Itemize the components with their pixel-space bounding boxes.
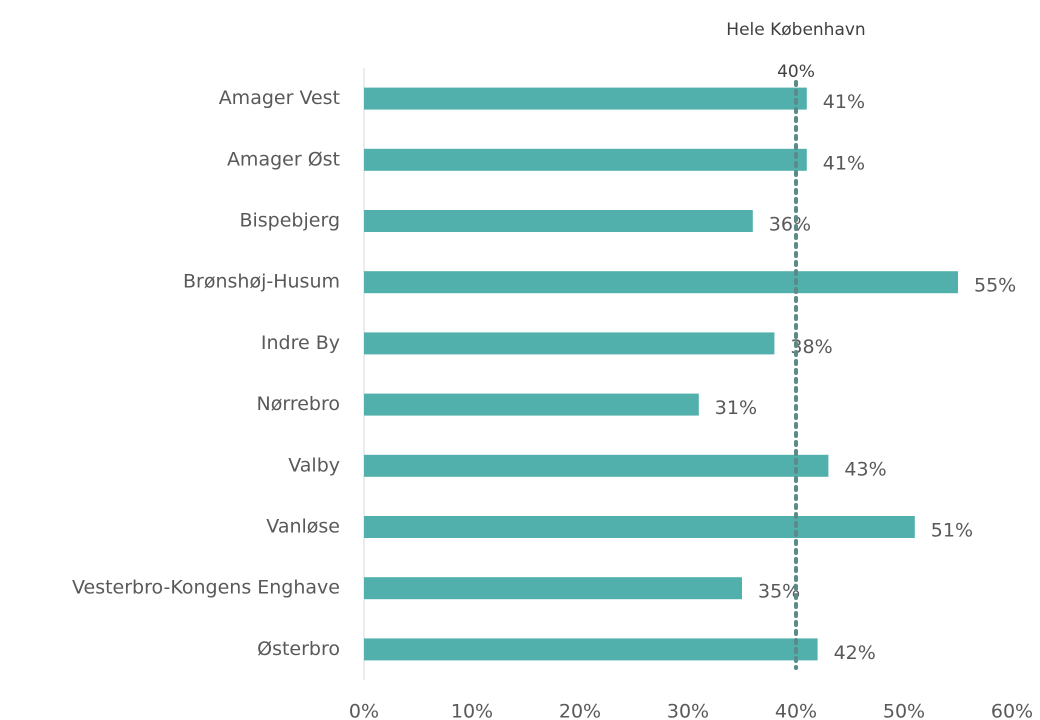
x-tick-label: 50%	[883, 701, 925, 720]
value-label: 42%	[834, 642, 876, 664]
value-label: 55%	[974, 275, 1016, 297]
y-tick-label: Vesterbro-Kongens Enghave	[72, 577, 340, 599]
bar	[364, 87, 807, 110]
x-tick-label: 10%	[451, 701, 493, 720]
x-tick-label: 20%	[559, 701, 601, 720]
value-label: 35%	[758, 581, 800, 603]
reference-value-label: 40%	[777, 62, 815, 82]
y-tick-label: Amager Vest	[219, 87, 340, 109]
y-tick-label: Indre By	[261, 332, 340, 354]
y-tick-label: Brønshøj-Husum	[183, 271, 340, 293]
bar	[364, 393, 699, 416]
bar	[364, 638, 818, 661]
y-tick-label: Nørrebro	[257, 393, 340, 415]
x-tick-label: 0%	[349, 701, 379, 720]
bar	[364, 271, 958, 294]
reference-name: Hele København	[726, 20, 865, 40]
bar	[364, 210, 753, 232]
x-tick-label: 60%	[991, 701, 1033, 720]
x-tick-label: 40%	[775, 701, 817, 720]
value-label: 41%	[823, 152, 865, 174]
value-label: 51%	[931, 520, 973, 542]
y-tick-label: Amager Øst	[227, 148, 340, 170]
y-tick-label: Bispebjerg	[239, 210, 340, 232]
bar	[364, 332, 775, 355]
bar	[364, 148, 807, 171]
value-label: 38%	[790, 336, 832, 358]
y-tick-label: Vanløse	[266, 516, 340, 538]
y-tick-label: Østerbro	[257, 638, 340, 660]
x-tick-label: 30%	[667, 701, 709, 720]
bar	[364, 516, 915, 538]
value-label: 36%	[769, 214, 811, 236]
bar	[364, 577, 742, 600]
value-label: 31%	[715, 397, 757, 419]
value-label: 43%	[844, 458, 886, 480]
bar	[364, 454, 829, 477]
value-label: 41%	[823, 91, 865, 113]
y-tick-label: Valby	[288, 454, 340, 476]
